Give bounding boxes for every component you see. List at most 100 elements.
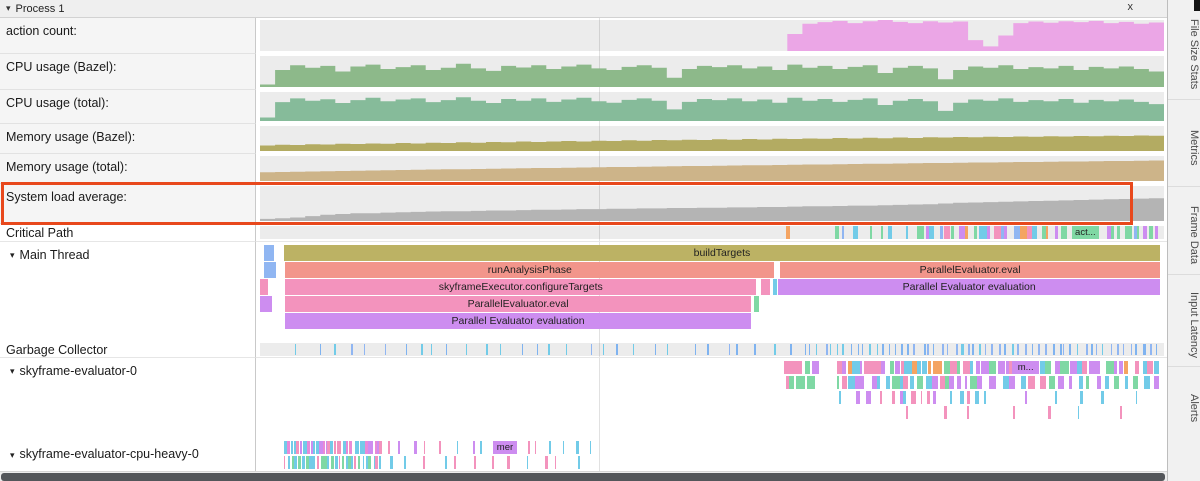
trace-slice[interactable] [804,361,810,374]
trace-slice[interactable] [302,441,305,454]
track-chart-main-thread[interactable]: buildTargets runAnalysisPhase ParallelEval… [256,242,1167,342]
track-label-cpu-bazel[interactable]: CPU usage (Bazel): [0,54,256,90]
trace-slice[interactable] [877,344,879,355]
trace-slice[interactable] [1117,344,1120,355]
trace-slice[interactable] [1135,344,1137,355]
trace-slice[interactable] [1045,361,1052,374]
trace-slice[interactable] [294,456,298,469]
trace-slice[interactable] [1149,344,1152,355]
trace-slice[interactable] [989,376,996,389]
trace-slice[interactable] [602,344,604,355]
trace-slice[interactable] [753,296,759,312]
trace-slice[interactable] [1105,376,1110,389]
trace-slice[interactable] [917,226,925,239]
trace-slice[interactable] [968,344,970,355]
trace-slice[interactable] [456,441,459,454]
trace-slice[interactable] [859,361,863,374]
trace-slice[interactable] [900,344,904,355]
trace-slice[interactable] [554,456,556,469]
trace-slice[interactable] [949,376,954,389]
trace-slice[interactable] [857,344,860,355]
trace-slice[interactable] [871,376,878,389]
trace-slice[interactable] [939,226,944,239]
trace-slice[interactable] [850,344,853,355]
trace-slice[interactable] [1055,391,1057,404]
trace-slice[interactable] [1057,376,1065,389]
track-label-system-load[interactable]: System load average: [0,184,256,224]
trace-slice[interactable] [855,391,860,404]
trace-slice[interactable] [868,344,871,355]
trace-slice[interactable] [874,361,883,374]
trace-slice[interactable] [526,456,529,469]
vertical-scrollbar-thumb[interactable] [1194,0,1200,11]
trace-slice[interactable] [364,441,368,454]
trace-slice[interactable] [293,441,296,454]
trace-slice[interactable] [1136,226,1140,239]
track-label-memory-bazel[interactable]: Memory usage (Bazel): [0,124,256,154]
track-chart-cpu-total[interactable] [256,90,1167,124]
trace-slice[interactable] [379,441,383,454]
horizontal-scrollbar[interactable] [0,471,1167,481]
trace-slice[interactable] [967,406,970,419]
trace-slice[interactable] [1070,361,1080,374]
trace-slice[interactable] [304,441,308,454]
trace-slice[interactable] [926,376,932,389]
trace-slice[interactable] [384,344,387,355]
trace-slice[interactable] [375,456,379,469]
trace-slice[interactable] [1130,344,1132,355]
trace-slice[interactable] [927,391,930,404]
trace-slice[interactable] [375,441,378,454]
trace-slice[interactable] [774,344,776,355]
trace-slice[interactable] [1089,361,1100,374]
close-button[interactable]: x [1127,1,1134,13]
trace-slice[interactable] [932,344,935,355]
trace-slice[interactable] [927,344,929,355]
trace-slice[interactable] [263,245,275,261]
trace-slice[interactable] [829,344,831,355]
track-label-garbage-collector[interactable]: Garbage Collector [0,342,256,358]
trace-slice[interactable] [836,344,839,355]
trace-slice[interactable] [1154,361,1160,374]
trace-slice[interactable] [885,376,890,389]
trace-slice[interactable] [969,361,973,374]
trace-slice[interactable] [500,344,502,355]
trace-slice[interactable] [1003,226,1007,239]
trace-slice[interactable] [881,344,884,355]
trace-slice[interactable] [363,344,366,355]
trace-slice[interactable] [327,441,330,454]
trace-slice[interactable] [308,456,312,469]
tab-frame-data[interactable]: Frame Data [1168,187,1200,275]
trace-slice[interactable] [881,361,885,374]
trace-slice[interactable] [414,441,417,454]
trace-slice[interactable] [472,441,476,454]
trace-slice[interactable] [892,376,901,389]
trace-slice[interactable] [855,376,864,389]
trace-slice[interactable] [957,361,961,374]
trace-slice[interactable] [348,456,351,469]
trace-slice[interactable] [1149,226,1154,239]
trace-slice[interactable] [867,391,871,404]
trace-slice[interactable] [862,344,864,355]
tab-file-size-stats[interactable]: File Size Stats [1168,0,1200,100]
trace-slice[interactable] [1101,344,1104,355]
trace-slice[interactable] [938,361,943,374]
trace-slice[interactable] [346,441,349,454]
trace-slice[interactable] [1006,361,1011,374]
trace-slice[interactable] [949,391,952,404]
trace-slice[interactable] [1133,376,1138,389]
trace-slice[interactable] [486,344,488,355]
trace-slice[interactable] [1062,344,1064,355]
trace-slice[interactable] [853,226,858,239]
trace-slice[interactable] [988,361,996,374]
trace-slice[interactable] [902,376,909,389]
trace-slice[interactable] [1059,344,1062,355]
trace-slice[interactable] [1012,406,1015,419]
trace-slice[interactable] [912,361,919,374]
trace-slice[interactable] [1090,344,1093,355]
track-chart-skyframe-evaluator-cpu-heavy-0[interactable]: mer [256,438,1167,471]
trace-slice[interactable] [491,456,494,469]
trace-slice[interactable] [785,376,792,389]
trace-slice[interactable] [965,226,969,239]
trace-slice[interactable] [1124,361,1128,374]
trace-slice[interactable] [666,344,669,355]
